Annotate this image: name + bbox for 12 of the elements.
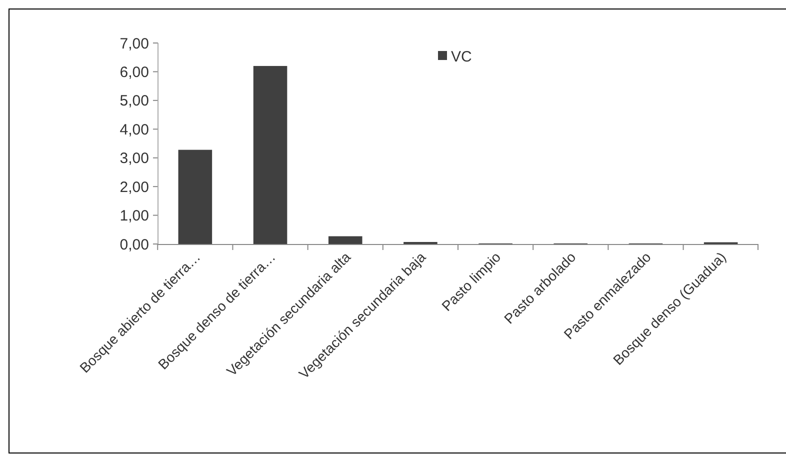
y-tick-label: 5,00 bbox=[120, 92, 149, 110]
bar bbox=[178, 150, 212, 244]
y-tick-label: 4,00 bbox=[120, 121, 149, 138]
bar bbox=[328, 236, 362, 244]
y-tick-label: 2,00 bbox=[120, 178, 149, 196]
y-tick-label: 1,00 bbox=[120, 208, 149, 225]
y-tick-label: 6,00 bbox=[120, 64, 149, 81]
y-tick-label: 7,00 bbox=[120, 35, 149, 52]
bar bbox=[253, 66, 288, 244]
y-tick-label: 3,00 bbox=[120, 150, 149, 168]
y-tick-label: 0,00 bbox=[120, 236, 149, 254]
legend-label: VC bbox=[451, 48, 472, 66]
